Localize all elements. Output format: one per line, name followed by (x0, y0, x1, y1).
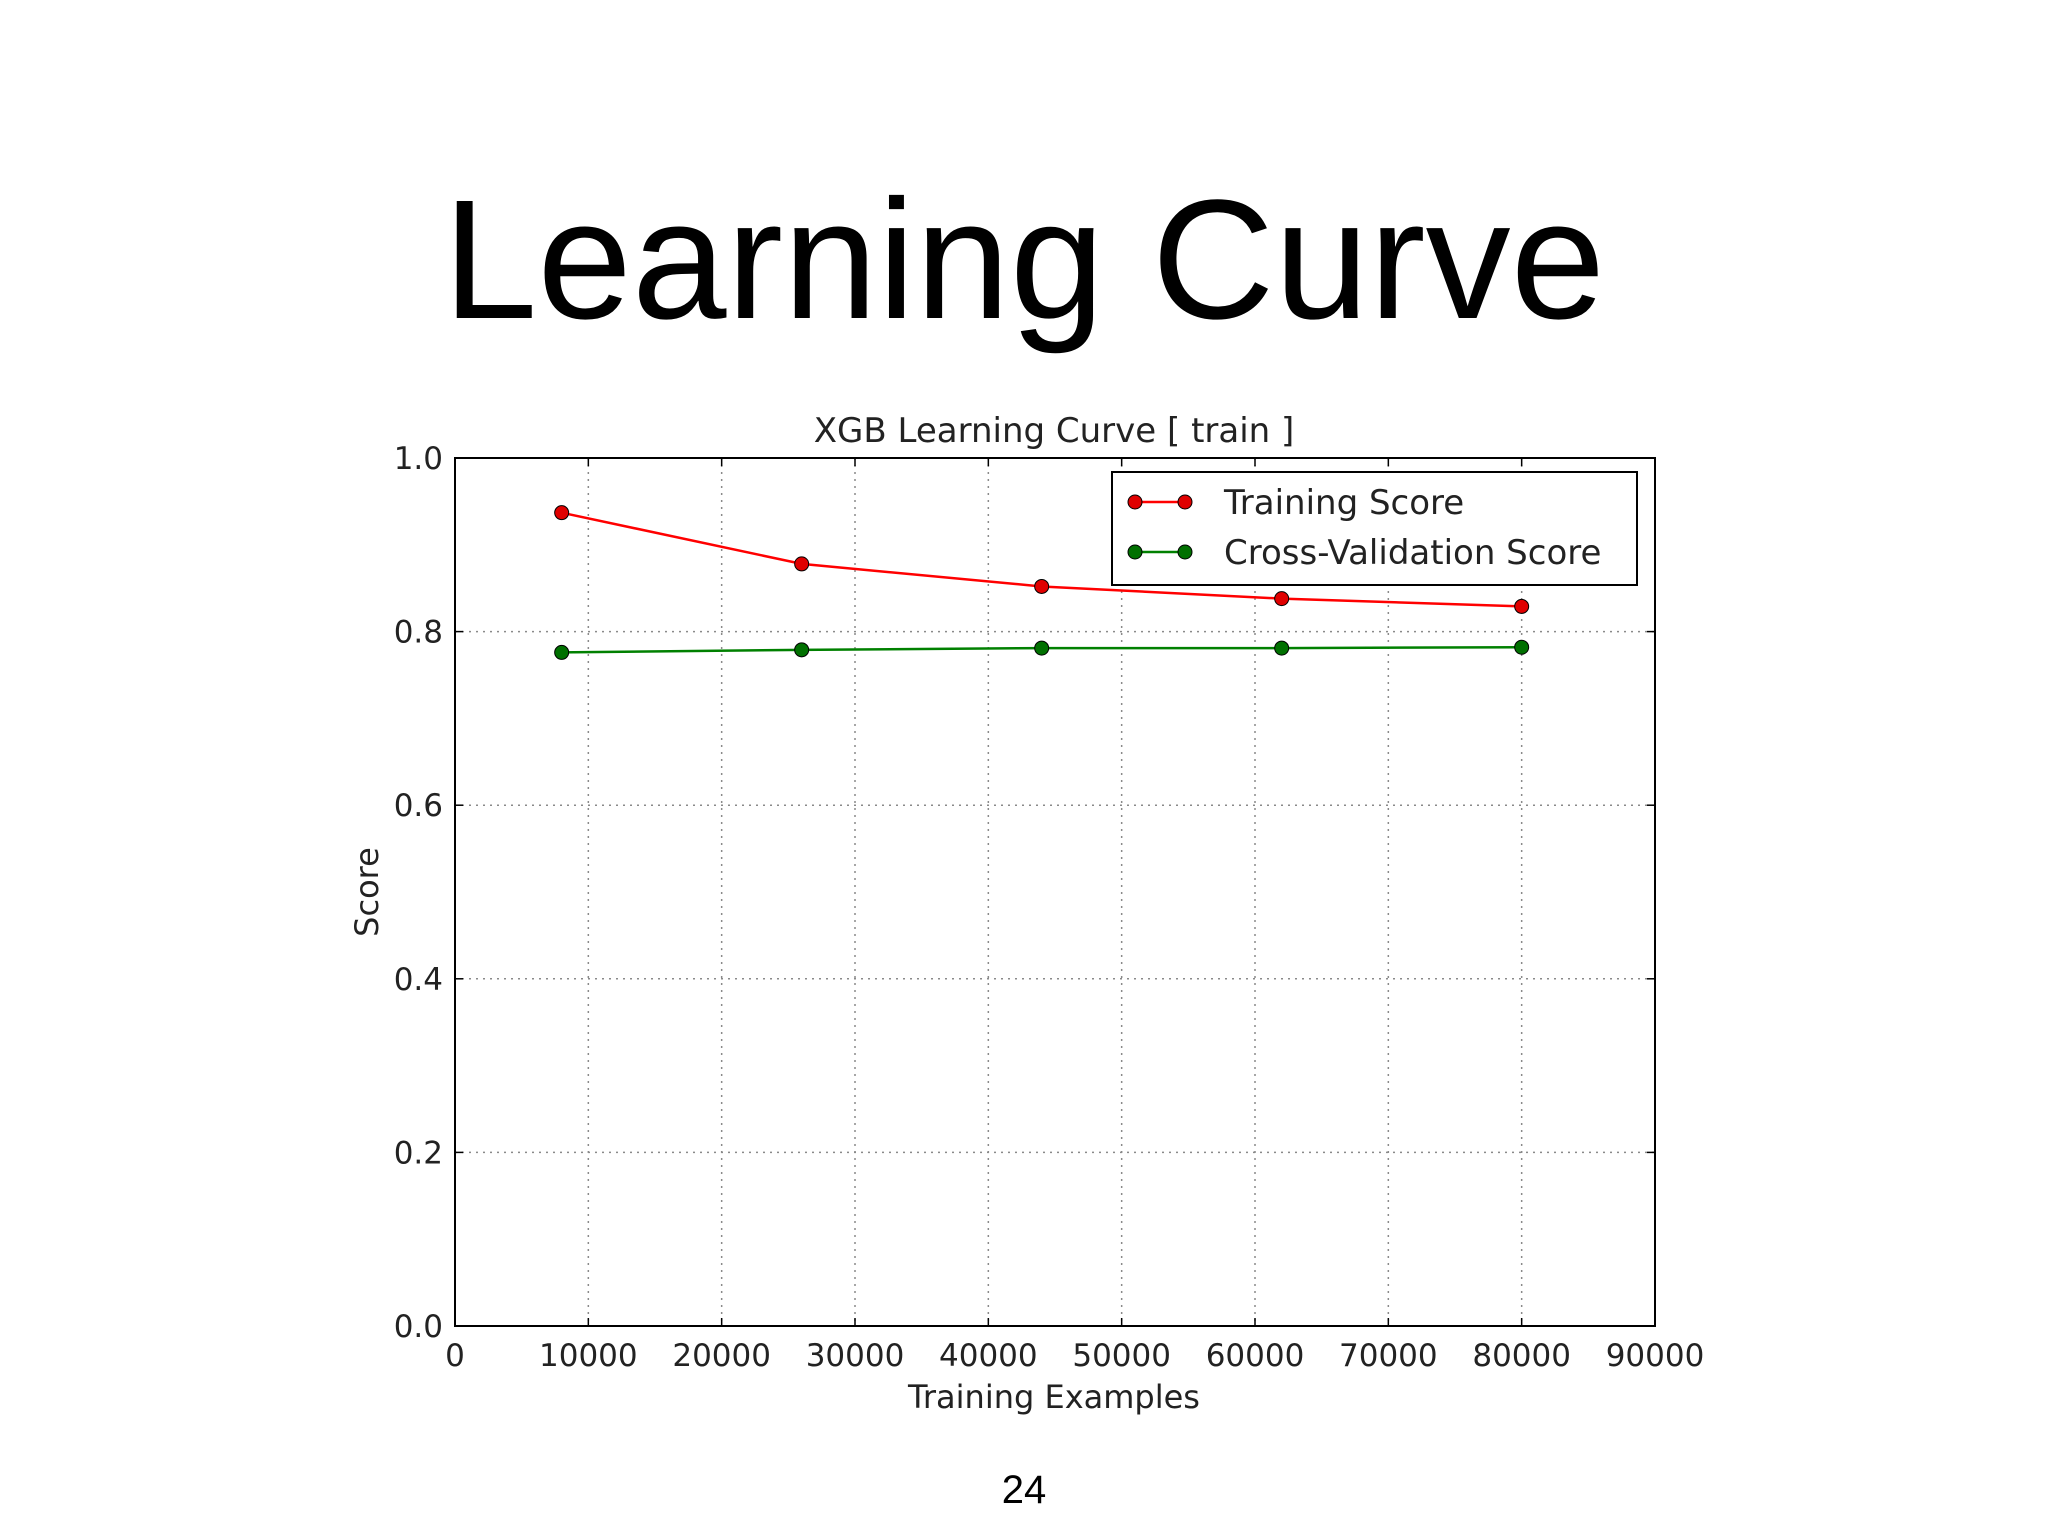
slide-title: Learning Curve (442, 165, 1606, 355)
x-tick-label: 10000 (539, 1338, 638, 1374)
legend-swatch-marker (1127, 494, 1143, 510)
y-tick-label: 0.0 (394, 1309, 443, 1345)
page-number: 24 (1001, 1468, 1047, 1512)
data-point (1274, 591, 1290, 607)
data-point (1034, 578, 1050, 594)
x-tick-label: 70000 (1339, 1338, 1438, 1374)
x-tick-label: 50000 (1072, 1338, 1171, 1374)
legend-label: Training Score (1223, 483, 1464, 523)
x-tick-label: 20000 (672, 1338, 771, 1374)
series-layer (554, 505, 1530, 660)
plot-frame (454, 457, 1656, 1327)
data-point (554, 505, 570, 521)
legend-swatch-marker (1127, 544, 1143, 560)
x-tick-label: 80000 (1472, 1338, 1571, 1374)
chart-title: XGB Learning Curve [ train ] (814, 411, 1295, 451)
legend-swatch-marker (1177, 544, 1193, 560)
data-point (794, 556, 810, 572)
x-tick-label: 60000 (1206, 1338, 1305, 1374)
data-point (554, 644, 570, 660)
x-tick-label: 30000 (806, 1338, 905, 1374)
legend-frame (1111, 471, 1638, 586)
legend-swatch-marker (1177, 494, 1193, 510)
y-tick-label: 0.8 (394, 615, 443, 651)
data-point (794, 642, 810, 658)
x-axis-label: Training Examples (907, 1378, 1200, 1416)
data-point (1514, 598, 1530, 614)
axis-ticks: 0 10000 20000 30000 40000 50000 60000 70000 8000… (394, 441, 1705, 1374)
y-tick-label: 1.0 (394, 441, 443, 477)
y-tick-label: 0.4 (394, 962, 443, 998)
data-point (1034, 640, 1050, 656)
y-tick-label: 0.6 (394, 788, 443, 824)
y-axis-label: Score (348, 847, 386, 937)
legend-label: Cross-Validation Score (1224, 533, 1601, 573)
x-tick-label: 40000 (939, 1338, 1038, 1374)
data-point (1514, 639, 1530, 655)
y-tick-label: 0.2 (394, 1135, 443, 1171)
data-point (1274, 640, 1290, 656)
legend: Training Score Cross-Validation Score (1111, 471, 1638, 586)
x-tick-label: 90000 (1606, 1338, 1705, 1374)
x-tick-label: 0 (445, 1338, 465, 1374)
